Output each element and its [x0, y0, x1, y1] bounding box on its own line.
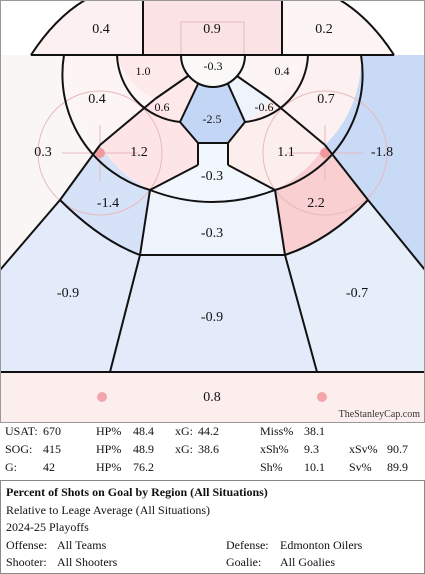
region-point-right	[285, 200, 425, 372]
sv-value: 89.9	[387, 460, 408, 474]
xsh-value: 9.3	[304, 442, 319, 456]
value-inner-top-left: 1.0	[136, 64, 151, 78]
usat-value: 670	[43, 424, 61, 438]
offense-label: Offense:	[6, 538, 48, 552]
region-mid-right	[270, 55, 362, 145]
sog-label: SOG:	[5, 442, 33, 456]
region-top-center	[143, 0, 282, 55]
goalie-label: Goalie:	[226, 555, 262, 569]
neutral-dot-right	[317, 392, 327, 402]
value-point-left: -0.9	[57, 286, 79, 301]
g-label: G:	[5, 460, 17, 474]
value-inner-mid-right: -0.6	[255, 100, 274, 114]
faceoff-dot-left	[95, 148, 105, 158]
value-inner-top-right: 0.4	[275, 64, 290, 78]
stats-panel: USAT: 670 SOG: 415 G: 42 HP% 48.4 HP% 48…	[0, 423, 425, 479]
region-values: 0.4 0.9 0.2 -0.3 1.0 0.4 0.6 -0.6 -2.5 0…	[34, 22, 393, 405]
offense-value: All Teams	[57, 538, 107, 552]
region-point-left	[0, 200, 140, 372]
g-value: 42	[43, 460, 55, 474]
value-neutral: 0.8	[203, 390, 221, 405]
xg-label-2: xG:	[175, 442, 193, 456]
value-top-center: 0.9	[203, 22, 221, 37]
hp-value-2: 48.9	[133, 442, 154, 456]
value-slot-top: -2.5	[203, 112, 222, 126]
shot-region-map: 0.4 0.9 0.2 -0.3 1.0 0.4 0.6 -0.6 -2.5 0…	[0, 0, 425, 423]
hp-label-3: HP%	[96, 460, 122, 474]
region-far-left	[0, 55, 100, 270]
value-low-left: -1.4	[97, 196, 119, 211]
shooter-value: All Shooters	[57, 555, 118, 569]
goalie-value: All Goalies	[280, 555, 335, 569]
region-neutral	[0, 372, 425, 422]
usat-label: USAT:	[5, 424, 38, 438]
legend-panel: Percent of Shots on Goal by Region (All …	[0, 480, 425, 574]
faceoff-circle-right	[262, 90, 388, 216]
xsv-value: 90.7	[387, 442, 408, 456]
value-mid-left: 0.4	[88, 92, 106, 107]
hp-label-2: HP%	[96, 442, 122, 456]
region-top-left	[31, 0, 143, 55]
hp-value-3: 76.2	[133, 460, 154, 474]
watermark: TheStanleyCap.com	[339, 409, 421, 420]
value-far-right: -1.8	[371, 145, 393, 160]
region-low-left	[60, 145, 150, 255]
region-crease	[181, 55, 245, 87]
region-inner-mid-left	[155, 76, 198, 122]
xg-label-1: xG:	[175, 424, 193, 438]
value-top-left: 0.4	[92, 22, 110, 37]
region-inner-mid-right	[228, 76, 270, 122]
value-inner-mid-left: 0.6	[155, 100, 170, 114]
miss-label: Miss%	[260, 424, 294, 438]
value-point-right: -0.7	[346, 286, 368, 301]
value-circle-left: 1.2	[130, 145, 148, 160]
value-circle-right: 1.1	[277, 145, 295, 160]
legend-title: Percent of Shots on Goal by Region (All …	[6, 485, 268, 499]
region-top-right	[282, 0, 394, 55]
sh-label: Sh%	[260, 460, 283, 474]
defense-label: Defense:	[226, 538, 269, 552]
region-outlines	[0, 0, 425, 373]
value-slot-upper: -0.3	[201, 169, 223, 184]
shooter-label: Shooter:	[6, 555, 47, 569]
xg-value-2: 38.6	[198, 442, 219, 456]
region-low-right	[275, 145, 368, 255]
value-far-left: 0.3	[34, 145, 52, 160]
xg-value-1: 44.2	[198, 424, 219, 438]
sh-value: 10.1	[304, 460, 325, 474]
value-mid-right: 0.7	[317, 92, 335, 107]
region-point-center	[110, 255, 317, 372]
defense-value: Edmonton Oilers	[280, 538, 363, 552]
xsv-label: xSv%	[349, 442, 378, 456]
sv-label: Sv%	[349, 460, 372, 474]
faceoff-circle-left	[37, 90, 163, 216]
xsh-label: xSh%	[260, 442, 289, 456]
hp-label-1: HP%	[96, 424, 122, 438]
faceoff-dot-right	[320, 148, 330, 158]
legend-subtitle: Relative to Leage Average (All Situation…	[6, 503, 211, 517]
miss-value: 38.1	[304, 424, 325, 438]
region-slot-upper	[150, 143, 275, 203]
sog-value: 415	[43, 442, 61, 456]
value-low-right: 2.2	[307, 196, 325, 211]
neutral-dot-left	[97, 392, 107, 402]
value-point-center: -0.9	[201, 310, 223, 325]
value-top-right: 0.2	[315, 22, 333, 37]
value-crease: -0.3	[204, 59, 223, 73]
region-slot-top	[180, 84, 245, 143]
legend-season: 2024-25 Playoffs	[6, 520, 89, 534]
value-slot-lower: -0.3	[201, 226, 223, 241]
hp-value-1: 48.4	[133, 424, 154, 438]
region-mid-left	[63, 55, 155, 145]
region-slot-lower	[140, 190, 285, 255]
region-far-right	[325, 55, 425, 270]
